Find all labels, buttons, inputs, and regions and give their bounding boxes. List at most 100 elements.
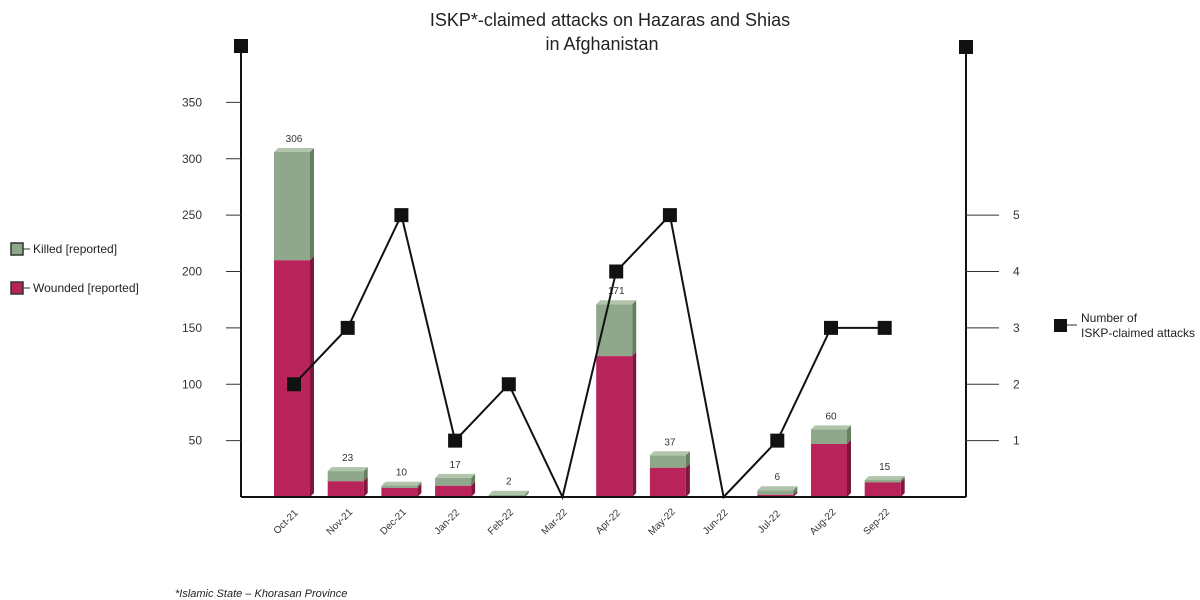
bar-wounded-side [310, 256, 314, 497]
bar-total-label: 15 [879, 462, 891, 473]
bar-wounded [327, 481, 364, 497]
left-tick-label: 50 [189, 434, 203, 448]
left-tick-label: 200 [182, 265, 202, 279]
legend-attacks-label-line1: Number of [1081, 311, 1138, 325]
bar-total-label: 6 [775, 472, 781, 483]
bar-total-label: 60 [825, 411, 837, 422]
left-tick-label: 250 [182, 208, 202, 222]
bar-killed [274, 151, 310, 261]
bar-wounded-side [417, 483, 422, 497]
bar-total-label: 37 [664, 437, 676, 448]
attacks-point [877, 320, 892, 335]
bar-killed-top [435, 473, 476, 478]
chart-title-line1: ISKP*-claimed attacks on Hazaras and Shi… [430, 10, 790, 30]
bar-killed-side [793, 486, 798, 495]
legend-wounded: Wounded [reported] [10, 281, 139, 295]
attacks-point [287, 377, 301, 392]
bar-wounded-side [793, 490, 798, 497]
bar-killed [649, 455, 686, 468]
right-tick-label: 1 [1013, 434, 1020, 448]
bars-layer: 306 23 10 17 2 171 37 6 60 15 [274, 134, 905, 497]
bar-killed-top [274, 147, 314, 152]
bar-killed [864, 480, 901, 483]
attacks-point [770, 433, 785, 448]
bar-total-label: 17 [450, 460, 462, 471]
chart-title-line2: in Afghanistan [545, 34, 658, 54]
bar-killed-side [900, 476, 905, 483]
bar-wounded [864, 482, 901, 497]
attacks-point [824, 320, 838, 335]
bar-killed-side [847, 425, 851, 445]
bar-killed-top [488, 490, 529, 495]
x-tick-label: Jul-22 [756, 508, 783, 535]
bar-killed-side [471, 473, 476, 486]
x-tick-label: Sep-22 [862, 507, 893, 538]
attacks-line [293, 212, 885, 500]
bar-total-label: 23 [342, 453, 354, 464]
x-tick-label: Feb-22 [486, 507, 516, 537]
x-tick-label: Nov-21 [325, 507, 356, 538]
x-tick-label: Aug-22 [808, 507, 839, 538]
bar-total-label: 10 [396, 468, 408, 479]
bar-wounded-side [363, 477, 368, 497]
footnote: *Islamic State – Khorasan Province [175, 588, 347, 600]
x-tick-label: Oct-21 [272, 507, 301, 536]
attacks-point [662, 208, 677, 223]
right-tick-label: 4 [1013, 265, 1020, 279]
bar-killed-top [811, 425, 851, 430]
bar-total-label: 171 [608, 286, 625, 297]
attacks-point [501, 377, 516, 392]
bar-killed [488, 494, 525, 497]
x-tick-label: Apr-22 [594, 507, 623, 536]
bar-killed-top [596, 300, 637, 305]
right-tick-label: 2 [1013, 377, 1020, 391]
left-tick-label: 350 [182, 95, 202, 109]
bar-killed-top [381, 481, 422, 486]
attacks-point [394, 208, 409, 223]
bar-wounded [649, 467, 686, 497]
legend-killed-swatch [10, 242, 24, 256]
bar-killed [381, 485, 418, 488]
line-layer [287, 208, 892, 500]
bar-killed [811, 429, 847, 445]
bar-total-label: 306 [286, 134, 303, 145]
x-tick-label: Jan-22 [433, 507, 463, 537]
bar-total-label: 2 [506, 477, 512, 488]
bar-killed-top [327, 467, 368, 472]
bar-killed-side [632, 300, 637, 357]
right-axis-end-marker [959, 40, 973, 54]
bar-killed-side [685, 451, 690, 468]
legend-wounded-swatch [10, 281, 24, 295]
bar-killed-top [649, 451, 690, 456]
bar-wounded-side [685, 463, 690, 497]
bar-killed-side [417, 481, 422, 488]
bar-wounded [596, 356, 633, 497]
bar-wounded [811, 444, 847, 497]
x-tick-label: May-22 [646, 506, 678, 538]
bar-wounded-side [632, 352, 637, 497]
legend-attacks: Number of ISKP-claimed attacks [1054, 311, 1195, 340]
right-tick-label: 3 [1013, 321, 1020, 335]
bar-killed [327, 471, 364, 482]
bar-wounded-side [847, 440, 851, 497]
attacks-point [448, 433, 463, 448]
bar-killed-top [757, 486, 798, 491]
bar-killed [757, 490, 794, 495]
legend-attacks-swatch [1054, 319, 1067, 332]
left-tick-label: 100 [182, 377, 202, 391]
x-tick-label: Jun-22 [701, 507, 731, 537]
left-tick-label: 300 [182, 152, 202, 166]
attacks-point [340, 320, 355, 335]
bar-killed [435, 477, 472, 486]
legend-killed: Killed [reported] [10, 242, 117, 256]
bar-wounded [757, 494, 794, 497]
left-tick-label: 150 [182, 321, 202, 335]
x-tick-label: Dec-21 [378, 507, 409, 538]
bar-killed-side [524, 490, 529, 497]
legend-killed-label: Killed [reported] [33, 242, 117, 256]
bar-wounded-side [900, 478, 905, 497]
left-axis-end-marker [234, 39, 248, 53]
bar-killed-side [310, 147, 314, 261]
x-tick-label: Mar-22 [540, 507, 570, 537]
bar-killed-side [363, 467, 368, 482]
